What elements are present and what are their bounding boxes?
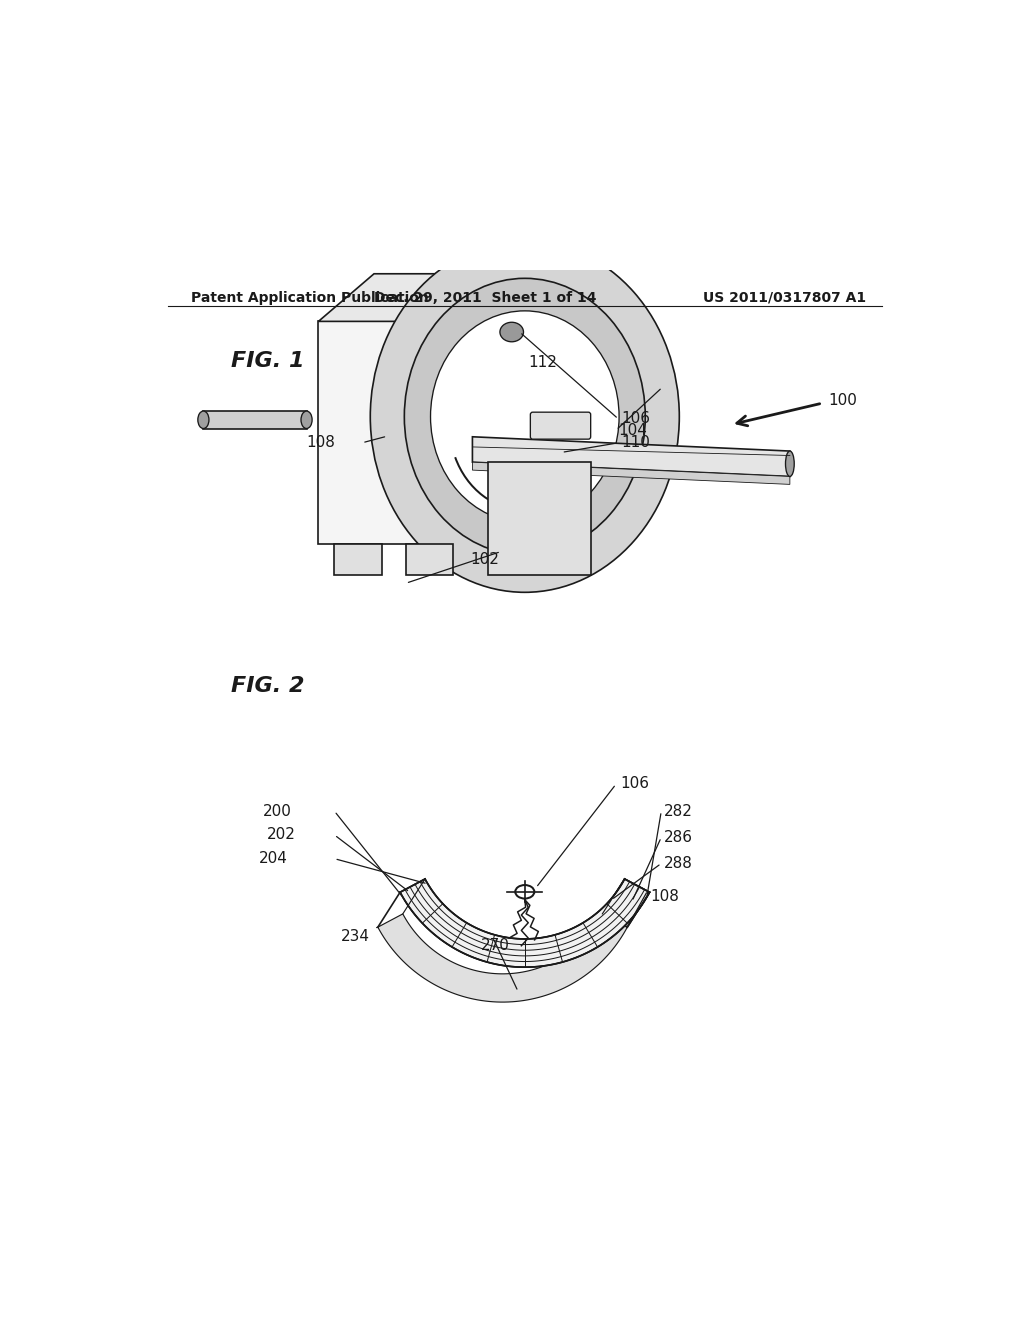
Text: 202: 202 (267, 828, 296, 842)
Text: 288: 288 (664, 855, 692, 871)
Text: 102: 102 (471, 552, 500, 568)
Polygon shape (400, 879, 649, 968)
Text: FIG. 1: FIG. 1 (231, 351, 305, 371)
Text: 108: 108 (306, 436, 336, 450)
Text: 270: 270 (481, 939, 510, 953)
Polygon shape (488, 462, 592, 576)
Polygon shape (318, 273, 532, 321)
Text: 104: 104 (618, 422, 647, 438)
Text: 286: 286 (664, 830, 692, 845)
Polygon shape (334, 544, 382, 576)
Text: 204: 204 (259, 851, 288, 866)
Text: FIG. 2: FIG. 2 (231, 676, 305, 697)
Ellipse shape (301, 411, 312, 429)
Polygon shape (318, 321, 477, 544)
Text: Patent Application Publication: Patent Application Publication (191, 290, 429, 305)
Polygon shape (472, 437, 790, 477)
Ellipse shape (785, 451, 795, 477)
Text: 110: 110 (622, 436, 650, 450)
Ellipse shape (430, 312, 620, 523)
Ellipse shape (371, 242, 679, 593)
Polygon shape (477, 273, 532, 544)
Text: 106: 106 (622, 411, 650, 426)
Text: 200: 200 (263, 804, 292, 818)
Polygon shape (406, 544, 454, 576)
Text: Dec. 29, 2011  Sheet 1 of 14: Dec. 29, 2011 Sheet 1 of 14 (374, 290, 596, 305)
Text: 234: 234 (341, 929, 370, 944)
Ellipse shape (515, 884, 535, 899)
Text: 282: 282 (664, 804, 692, 818)
Text: 100: 100 (828, 393, 857, 408)
FancyBboxPatch shape (530, 412, 591, 440)
Ellipse shape (404, 279, 645, 554)
Text: US 2011/0317807 A1: US 2011/0317807 A1 (702, 290, 866, 305)
Polygon shape (472, 462, 790, 484)
Ellipse shape (500, 322, 523, 342)
Polygon shape (602, 879, 649, 927)
Ellipse shape (198, 411, 209, 429)
Text: 106: 106 (620, 776, 649, 791)
Text: 108: 108 (650, 890, 679, 904)
Polygon shape (378, 913, 628, 1002)
Text: 112: 112 (528, 355, 558, 370)
Polygon shape (204, 411, 306, 429)
